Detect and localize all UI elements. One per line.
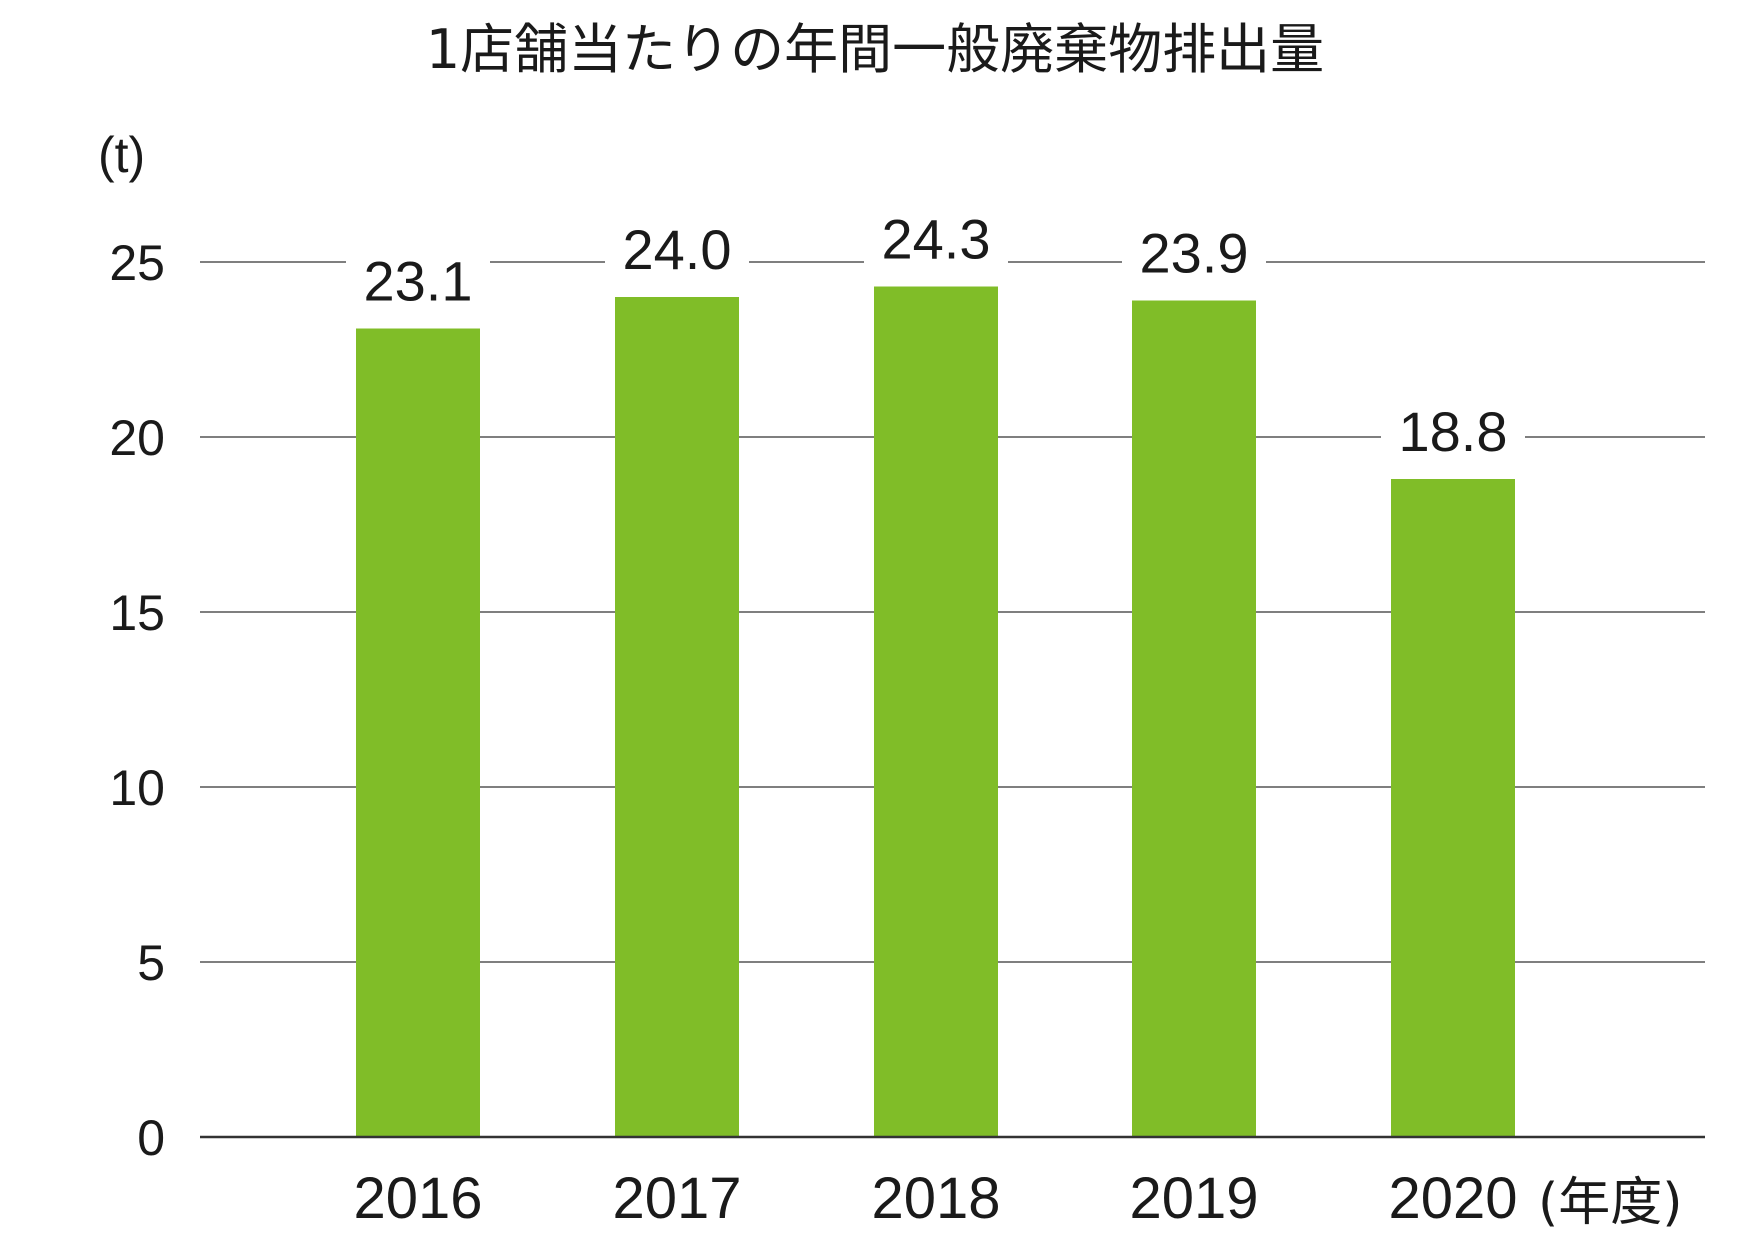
x-axis-unit-label: (年度) <box>1538 1173 1683 1233</box>
x-tick-label-2019: 2019 <box>1129 1166 1258 1231</box>
data-label-2018: 24.3 <box>882 208 991 271</box>
y-axis-unit-label: (t) <box>98 127 145 183</box>
data-label-2016: 23.1 <box>364 250 473 313</box>
y-tick-label: 10 <box>109 760 165 816</box>
x-tick-label-2016: 2016 <box>353 1166 482 1231</box>
x-tick-label-2017: 2017 <box>612 1166 741 1231</box>
y-tick-label: 15 <box>109 585 165 641</box>
bar-2020 <box>1391 479 1515 1137</box>
y-tick-label: 5 <box>137 935 165 991</box>
data-label-2017: 24.0 <box>623 218 732 281</box>
data-label-background <box>864 208 1008 271</box>
y-tick-label: 0 <box>137 1110 165 1166</box>
x-tick-label-2020: 2020 <box>1388 1166 1517 1231</box>
bar-series <box>356 286 1515 1137</box>
data-label-background <box>1381 401 1525 463</box>
bar-2019 <box>1132 300 1256 1137</box>
bar-2018 <box>874 286 998 1137</box>
data-label-background <box>605 219 749 281</box>
bar-2016 <box>356 328 480 1137</box>
data-labels: 23.1 24.0 24.3 23.9 18.8 <box>346 208 1525 463</box>
data-label-background <box>1122 222 1266 285</box>
data-label-2019: 23.9 <box>1140 222 1249 285</box>
axes: 0 5 10 15 20 25 2016 2017 2018 2019 2020 <box>109 235 1705 1231</box>
y-tick-label: 20 <box>109 410 165 466</box>
x-tick-label-2018: 2018 <box>871 1166 1000 1231</box>
data-label-2020: 18.8 <box>1399 400 1508 463</box>
y-tick-label: 25 <box>109 235 165 291</box>
bar-2017 <box>615 297 739 1137</box>
data-label-background <box>346 250 490 313</box>
chart-title: 1店舗当たりの年間一般廃棄物排出量 <box>426 18 1324 81</box>
